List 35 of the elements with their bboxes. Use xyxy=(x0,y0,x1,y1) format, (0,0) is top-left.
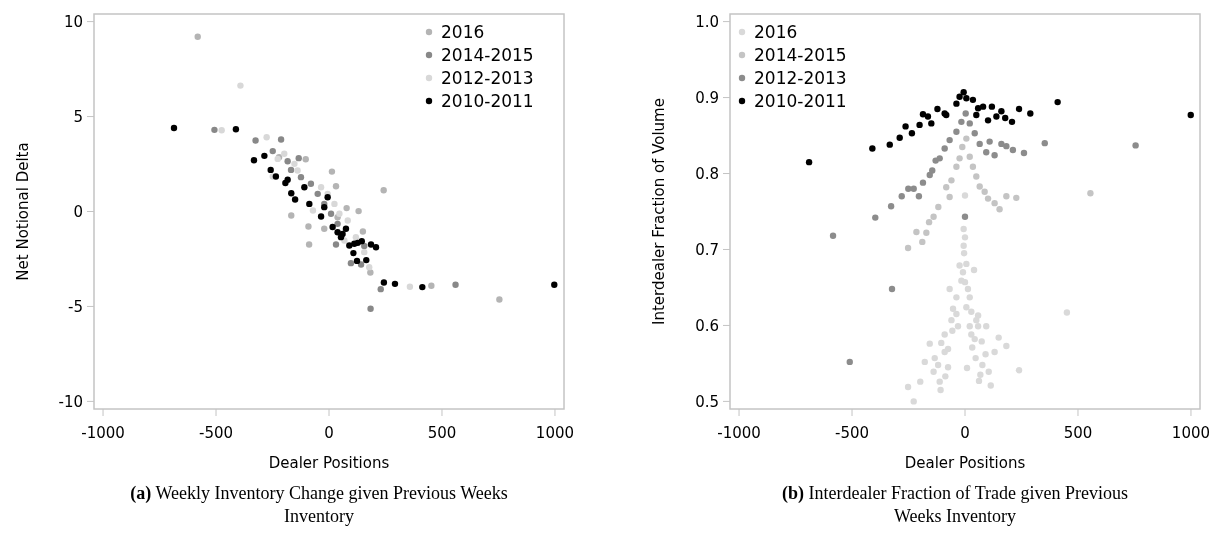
text: (a) Weekly Inventory Change given Previous Weeks Inventory xyxy=(130,483,508,526)
x-tick-label: 500 xyxy=(427,424,457,442)
legend-label: 2016 xyxy=(754,21,798,42)
legend-label: 2010-2011 xyxy=(754,90,847,111)
legend-label: 2010-2011 xyxy=(441,90,534,111)
x-tick-label: -1000 xyxy=(717,424,761,442)
legend-label: 2016 xyxy=(441,21,485,42)
y-axis-title: Interdealer Fraction of Volume xyxy=(650,98,668,325)
y-tick-label: 0.8 xyxy=(695,164,719,183)
x-tick-label: 0 xyxy=(324,424,334,442)
x-tick-label: 500 xyxy=(1063,424,1093,442)
y-tick-label: 0.6 xyxy=(695,316,719,335)
y-axis-title: Net Notional Delta xyxy=(14,142,32,281)
x-tick-label: 0 xyxy=(960,424,970,442)
y-tick-label: -10 xyxy=(58,392,83,411)
legend-label: 2012-2013 xyxy=(754,67,847,88)
legend-label: 2012-2013 xyxy=(441,67,534,88)
y-tick-label: 5 xyxy=(73,107,83,126)
x-axis-title: Dealer Positions xyxy=(268,454,390,472)
legend-label: 2014-2015 xyxy=(441,44,534,65)
y-tick-label: 0.5 xyxy=(695,392,719,411)
y-tick-label: 10 xyxy=(63,12,83,31)
x-axis-title: Dealer Positions xyxy=(904,454,1026,472)
y-tick-label: 0.7 xyxy=(695,240,719,259)
legend-label: 2014-2015 xyxy=(754,44,847,65)
x-tick-label: 1000 xyxy=(535,424,575,442)
x-tick-label: -500 xyxy=(199,424,234,442)
x-tick-label: 1000 xyxy=(1171,424,1211,442)
text: (b) Interdealer Fraction of Trade given Previous Weeks Inventory xyxy=(782,483,1128,526)
y-tick-label: 0 xyxy=(73,202,83,221)
x-tick-label: -1000 xyxy=(81,424,125,442)
y-tick-label: -5 xyxy=(68,297,83,316)
y-tick-label: 0.9 xyxy=(695,88,719,107)
x-tick-label: -500 xyxy=(835,424,870,442)
y-tick-label: 1.0 xyxy=(695,12,719,31)
